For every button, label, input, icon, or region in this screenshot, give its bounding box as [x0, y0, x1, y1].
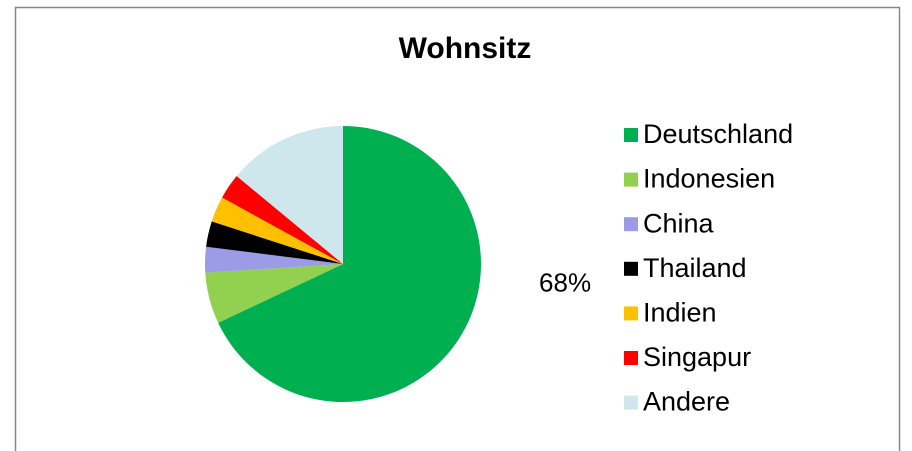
- pie-slice: [236, 126, 343, 264]
- legend-swatch: [624, 128, 638, 142]
- legend-label: China: [643, 208, 715, 238]
- legend-label: Indien: [643, 298, 717, 328]
- legend-swatch: [624, 217, 638, 232]
- legend-label: Thailand: [643, 253, 747, 283]
- pie-slice: [222, 176, 343, 264]
- pie-slice: [211, 197, 343, 264]
- legend-swatch: [624, 351, 638, 365]
- legend-label: Deutschland: [643, 119, 793, 149]
- data-label: 68%: [539, 268, 591, 298]
- chart-title: Wohnsitz: [399, 32, 532, 65]
- pie-slice: [218, 126, 482, 403]
- legend-swatch: [624, 261, 638, 276]
- legend-swatch: [624, 395, 638, 410]
- legend-label: Singapur: [643, 342, 751, 372]
- pie-slice: [206, 221, 343, 264]
- pie-slice: [204, 246, 343, 273]
- legend-label: Andere: [643, 387, 730, 417]
- legend-swatch: [624, 172, 638, 187]
- legend-label: Indonesien: [643, 164, 775, 194]
- pie-slice: [205, 264, 343, 323]
- legend-swatch: [624, 306, 638, 321]
